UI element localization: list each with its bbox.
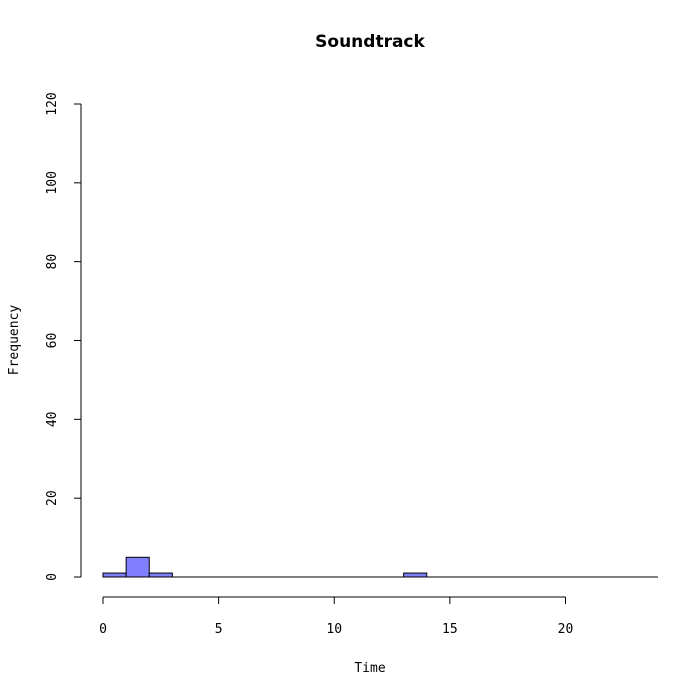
y-tick-label: 20 [45,490,60,506]
y-axis-label: Frequency [7,305,22,376]
y-tick-label: 120 [45,92,60,115]
x-tick-label: 20 [558,622,574,637]
histogram-bars [102,556,658,578]
x-axis-label: Time [354,661,385,676]
x-tick-label: 10 [326,622,342,637]
chart-title: Soundtrack [315,32,425,52]
y-tick-label: 60 [45,333,60,349]
x-tick-label: 15 [442,622,458,637]
y-axis: 0 20 40 60 80 100 120 [45,92,82,581]
y-tick-label: 0 [45,573,60,581]
histogram-bar [403,572,428,578]
histogram-bar [148,572,173,578]
y-tick-label: 100 [45,171,60,194]
histogram-bar [102,572,127,578]
x-axis: 0 5 10 15 20 [99,596,574,637]
x-tick-label: 5 [215,622,223,637]
y-tick-label: 80 [45,254,60,270]
y-tick-label: 40 [45,412,60,428]
x-tick-label: 0 [99,622,107,637]
histogram-bar [125,556,150,578]
